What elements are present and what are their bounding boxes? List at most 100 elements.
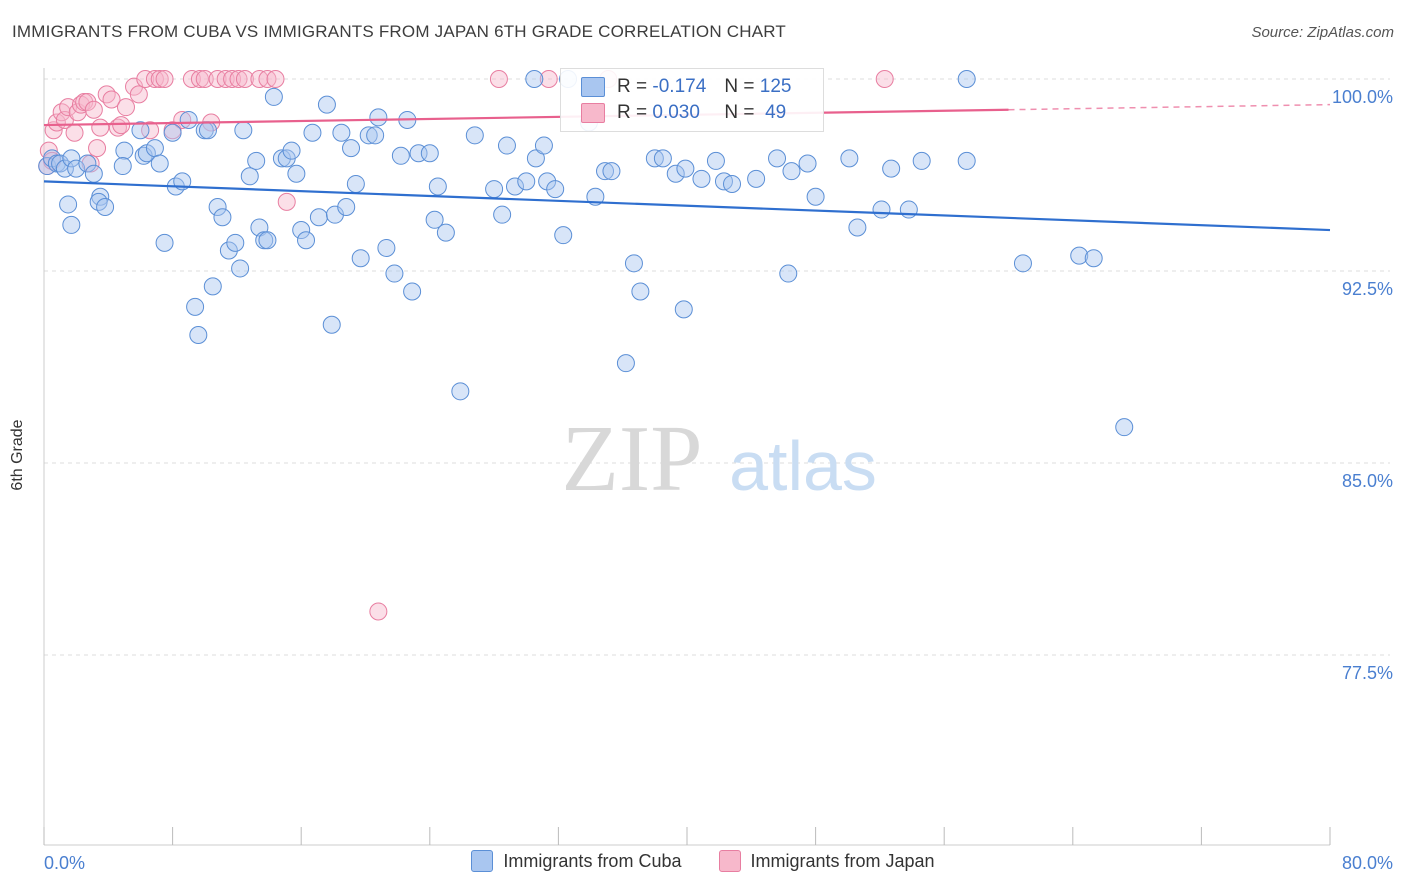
- data-point-cuba: [346, 174, 365, 193]
- data-point-cuba: [674, 300, 693, 319]
- data-point-japan: [91, 118, 110, 137]
- data-point-cuba: [848, 218, 867, 237]
- data-point-cuba: [957, 151, 976, 170]
- x-tick-label-min: 0.0%: [44, 853, 85, 873]
- data-point-cuba: [779, 264, 798, 283]
- cuba-swatch-icon: [581, 77, 605, 97]
- data-point-cuba: [359, 126, 378, 145]
- data-point-japan: [266, 70, 285, 88]
- cuba-r-label: R =: [617, 76, 648, 97]
- data-point-japan: [150, 70, 169, 88]
- data-point-cuba: [322, 315, 341, 334]
- data-point-cuba: [234, 121, 253, 140]
- data-point-japan: [216, 70, 235, 88]
- legend-item-cuba[interactable]: Immigrants from Cuba: [471, 850, 681, 872]
- data-point-cuba: [62, 149, 81, 168]
- data-point-cuba: [882, 159, 901, 178]
- data-point-cuba: [493, 205, 512, 224]
- data-point-japan: [369, 602, 388, 621]
- data-point-cuba: [264, 87, 283, 106]
- data-point-japan: [102, 90, 121, 109]
- data-point-cuba: [666, 164, 685, 183]
- data-point-cuba: [546, 180, 565, 199]
- data-point-cuba: [1084, 249, 1103, 268]
- data-point-japan: [277, 192, 296, 211]
- trend-line-japan: [43, 108, 1009, 127]
- watermark: ZIP atlas: [562, 407, 877, 511]
- data-point-japan: [173, 110, 192, 129]
- data-point-cuba: [425, 210, 444, 229]
- data-point-japan: [145, 70, 164, 88]
- data-point-cuba: [631, 282, 650, 301]
- data-point-cuba: [369, 108, 388, 127]
- data-point-japan: [195, 70, 214, 88]
- watermark-zip: ZIP: [562, 407, 703, 511]
- data-point-cuba: [51, 154, 70, 173]
- data-point-cuba: [131, 121, 150, 140]
- data-point-cuba: [465, 126, 484, 145]
- data-point-cuba: [351, 249, 370, 268]
- data-point-cuba: [113, 157, 132, 176]
- data-point-cuba: [297, 231, 316, 250]
- data-point-cuba: [403, 282, 422, 301]
- data-point-cuba: [798, 154, 817, 173]
- data-point-cuba: [526, 149, 545, 168]
- data-point-cuba: [258, 231, 277, 250]
- data-point-cuba: [872, 200, 891, 219]
- data-point-cuba: [189, 326, 208, 344]
- data-point-japan: [155, 70, 174, 88]
- data-point-cuba: [957, 70, 976, 88]
- data-point-cuba: [517, 172, 536, 191]
- data-point-cuba: [366, 126, 385, 145]
- data-point-japan: [235, 70, 254, 88]
- data-point-japan: [65, 123, 84, 142]
- data-point-cuba: [616, 354, 635, 373]
- stats-row-japan: R = 0.030 N = 49: [581, 100, 786, 126]
- data-point-cuba: [287, 164, 306, 183]
- data-point-cuba: [653, 149, 672, 168]
- data-point-cuba: [485, 180, 504, 199]
- cuba-n-value: 125: [759, 76, 792, 97]
- x-tick-labels: 0.0% 80.0%: [44, 853, 1393, 873]
- data-point-japan: [129, 85, 148, 104]
- data-point-cuba: [247, 151, 266, 170]
- data-point-cuba: [282, 141, 301, 160]
- data-point-cuba: [163, 123, 182, 142]
- source-label: Source: ZipAtlas.com: [1251, 24, 1394, 41]
- japan-swatch-icon: [581, 103, 605, 123]
- data-point-cuba: [213, 208, 232, 227]
- data-point-cuba: [554, 226, 573, 245]
- data-point-cuba: [428, 177, 447, 196]
- data-point-japan: [141, 121, 160, 140]
- legend-cuba-swatch-icon: [471, 850, 494, 872]
- data-point-cuba: [145, 139, 164, 158]
- data-point-cuba: [899, 200, 918, 219]
- legend-japan-label: Immigrants from Japan: [750, 850, 935, 871]
- data-point-cuba: [706, 151, 725, 170]
- cuba-n-label: N =: [724, 76, 755, 97]
- data-point-japan: [88, 139, 107, 158]
- data-point-cuba: [155, 233, 174, 252]
- data-point-japan: [97, 85, 116, 104]
- data-point-cuba: [303, 123, 322, 142]
- y-tick-labels: 100.0% 92.5% 85.0% 77.5%: [1332, 87, 1393, 683]
- data-point-cuba: [59, 195, 78, 214]
- data-point-cuba: [179, 110, 198, 129]
- data-point-cuba: [67, 159, 86, 178]
- data-point-cuba: [624, 254, 643, 273]
- data-point-cuba: [317, 95, 336, 114]
- data-point-cuba: [115, 141, 134, 160]
- data-point-cuba: [342, 139, 361, 158]
- legend-japan-swatch-icon: [718, 850, 741, 872]
- data-point-japan: [190, 70, 209, 88]
- data-point-japan: [489, 70, 508, 88]
- data-point-cuba: [806, 187, 825, 206]
- data-point-cuba: [292, 221, 311, 240]
- trend-lines: [43, 103, 1331, 232]
- legend-item-japan[interactable]: Immigrants from Japan: [718, 850, 935, 872]
- data-point-japan: [223, 70, 242, 88]
- data-point-cuba: [226, 233, 245, 252]
- trend-line-cuba: [43, 180, 1331, 232]
- data-point-cuba: [451, 382, 470, 401]
